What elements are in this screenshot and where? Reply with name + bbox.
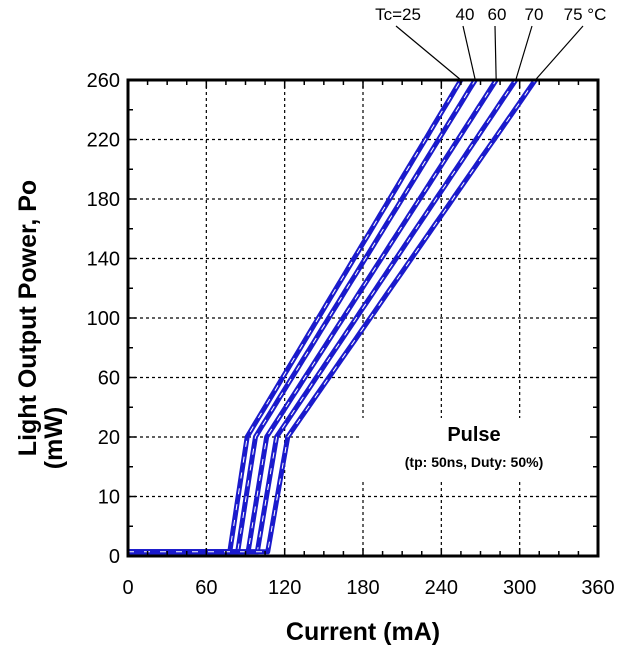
series-label: 60 [488, 5, 507, 24]
series-lines [128, 78, 538, 555]
ticks: 0 60 120 180 240 300 360 0 10 20 60 100 140 180 220 260 [87, 70, 615, 599]
series-line-highlight [128, 79, 462, 553]
series-leader-line [462, 25, 476, 81]
series-label: 40 [456, 5, 475, 24]
series-leader-line [534, 25, 584, 81]
series-labels: Tc=25 40 60 70 75 °C [375, 5, 607, 81]
grid [128, 80, 598, 556]
y-axis-unit: (mW) [40, 407, 68, 469]
y-tick-label: 180 [87, 189, 120, 211]
x-tick-label: 0 [122, 577, 133, 599]
y-tick-label: 0 [109, 546, 120, 568]
series-leader-line [515, 25, 533, 81]
series-line [128, 78, 464, 555]
x-tick-label: 360 [581, 577, 614, 599]
series-label: 75 °C [564, 5, 607, 24]
series-leader-line [494, 25, 497, 81]
annotation-background [360, 418, 590, 480]
y-tick-label: 10 [98, 487, 120, 509]
annotation-title: Pulse [447, 424, 500, 446]
y-tick-label: 60 [98, 368, 120, 390]
x-tick-label: 180 [346, 577, 379, 599]
annotation-subtitle: (tp: 50ns, Duty: 50%) [405, 454, 543, 470]
series-line [128, 78, 538, 555]
y-tick-label: 140 [87, 249, 120, 271]
y-tick-label: 220 [87, 130, 120, 152]
x-tick-label: 120 [268, 577, 301, 599]
x-tick-label: 60 [195, 577, 217, 599]
y-axis-label: Light Output Power, Po [14, 180, 42, 456]
series-label: Tc=25 [375, 5, 421, 24]
x-tick-label: 300 [503, 577, 536, 599]
y-tick-label: 20 [98, 427, 120, 449]
series-line [128, 78, 478, 555]
x-axis-label: Current (mA) [286, 618, 440, 646]
series-label: 70 [525, 5, 544, 24]
x-tick-label: 240 [425, 577, 458, 599]
y-tick-label: 100 [87, 308, 120, 330]
y-tick-label: 260 [87, 70, 120, 92]
series-leader-line [395, 25, 462, 81]
series-line-highlight [128, 79, 476, 553]
